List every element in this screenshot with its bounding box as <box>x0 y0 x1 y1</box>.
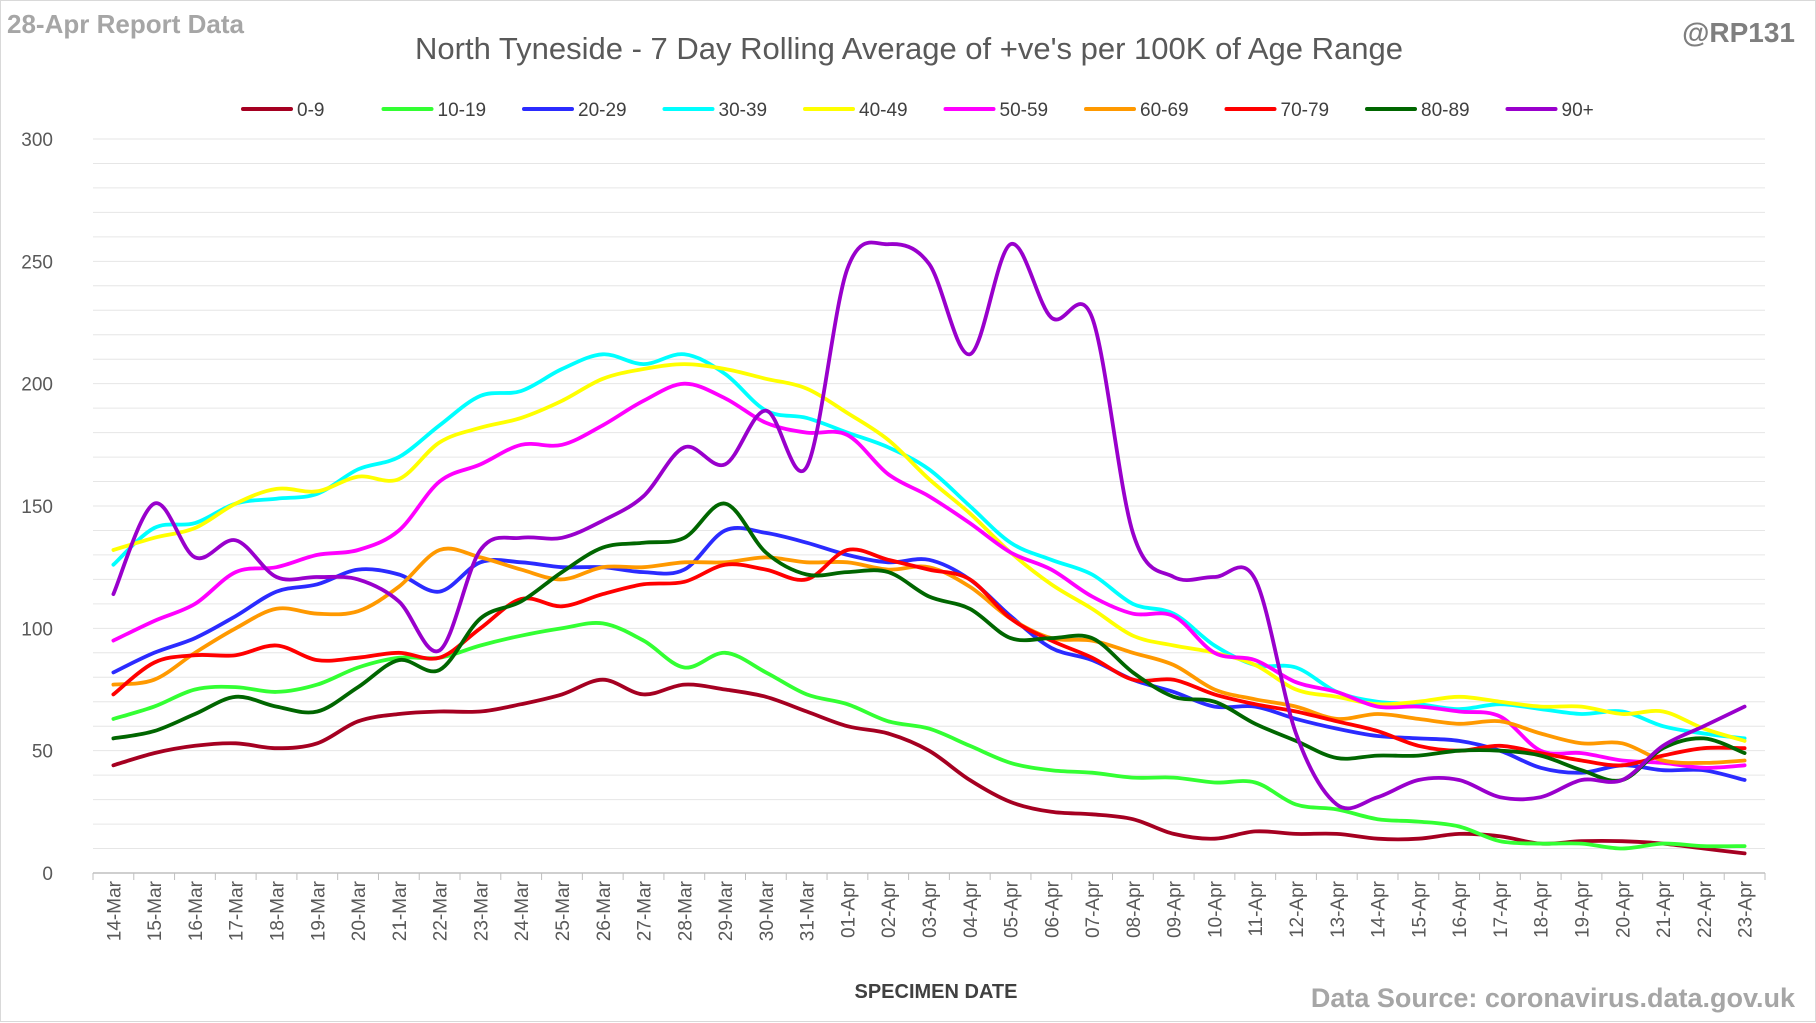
y-tick-label: 50 <box>32 742 53 763</box>
series-line-70-79 <box>111 547 1747 768</box>
legend-label: 10-19 <box>438 100 487 121</box>
legend-label: 40-49 <box>859 100 908 121</box>
x-tick-label: 12-Apr <box>1287 880 1308 938</box>
series-line-90+ <box>111 240 1747 811</box>
x-tick-label: 14-Apr <box>1369 880 1390 938</box>
x-tick-label: 22-Mar <box>431 880 452 941</box>
y-tick-label: 250 <box>21 252 53 273</box>
x-tick-label: 09-Apr <box>1165 880 1186 938</box>
chart-title: North Tyneside - 7 Day Rolling Average o… <box>415 31 1403 66</box>
series-line-40-49 <box>111 362 1747 743</box>
data-source-note: Data Source: coronavirus.data.gov.uk <box>1310 983 1795 1013</box>
x-tick-label: 26-Mar <box>594 880 615 941</box>
legend-label: 80-89 <box>1421 100 1470 121</box>
legend-label: 90+ <box>1562 100 1594 121</box>
x-tick-label: 16-Mar <box>186 880 207 941</box>
x-tick-label: 22-Apr <box>1695 880 1716 938</box>
x-tick-label: 19-Apr <box>1572 880 1593 938</box>
x-tick-label: 20-Apr <box>1613 880 1634 938</box>
series-line-20-29 <box>111 526 1747 782</box>
x-tick-label: 21-Apr <box>1654 880 1675 938</box>
legend: 0-9 10-19 20-29 30-39 40-49 50-59 60-69 70-79 80… <box>241 100 1594 121</box>
x-tick-label: 17-Mar <box>227 880 248 941</box>
x-tick-label: 16-Apr <box>1450 880 1471 938</box>
x-tick-label: 10-Apr <box>1205 880 1226 938</box>
x-tick-label: 06-Apr <box>1042 880 1063 938</box>
y-tick-label: 100 <box>21 619 53 640</box>
x-tick-label: 15-Apr <box>1409 880 1430 938</box>
x-tick-label: 31-Mar <box>798 880 819 941</box>
y-tick-label: 300 <box>21 130 53 151</box>
series-line-60-69 <box>111 546 1747 765</box>
x-tick-label: 30-Mar <box>757 880 778 941</box>
y-tick-label: 200 <box>21 375 53 396</box>
series-line-30-39 <box>111 352 1747 741</box>
legend-label: 30-39 <box>719 100 768 121</box>
axes: 0 50 100 150 200 250 300 14-Mar 15-Mar 16-Mar 17-M… <box>21 130 1766 941</box>
x-tick-label: 25-Mar <box>553 880 574 941</box>
legend-label: 50-59 <box>1000 100 1049 121</box>
series-lines <box>111 240 1747 856</box>
x-tick-label: 29-Mar <box>716 880 737 941</box>
x-tick-label: 24-Mar <box>512 880 533 941</box>
x-tick-label: 20-Mar <box>349 880 370 941</box>
legend-label: 0-9 <box>297 100 324 121</box>
x-tick-label: 13-Apr <box>1328 880 1349 938</box>
x-axis-title: SPECIMEN DATE <box>855 981 1018 1003</box>
x-tick-label: 03-Apr <box>920 880 941 938</box>
x-tick-label: 21-Mar <box>390 880 411 941</box>
y-tick-label: 0 <box>42 864 53 885</box>
x-tick-label: 11-Apr <box>1246 880 1267 936</box>
series-line-10-19 <box>111 621 1747 851</box>
author-handle: @RP131 <box>1682 17 1795 48</box>
grid-lines <box>93 138 1765 874</box>
series-line-80-89 <box>111 501 1747 783</box>
x-tick-label: 18-Apr <box>1532 880 1553 938</box>
x-tick-label: 08-Apr <box>1124 880 1145 938</box>
x-tick-label: 04-Apr <box>961 880 982 938</box>
report-date-label: 28-Apr Report Data <box>7 9 244 39</box>
x-tick-label: 14-Mar <box>104 880 125 941</box>
x-tick-label: 19-Mar <box>308 880 329 941</box>
x-tick-label: 28-Mar <box>675 880 696 941</box>
legend-label: 70-79 <box>1281 100 1330 121</box>
legend-label: 60-69 <box>1140 100 1189 121</box>
series-line-50-59 <box>111 381 1747 770</box>
x-tick-label: 07-Apr <box>1083 880 1104 938</box>
x-tick-label: 05-Apr <box>1002 880 1023 938</box>
x-tick-label: 15-Mar <box>145 880 166 941</box>
x-tick-label: 27-Mar <box>635 880 656 941</box>
x-tick-label: 23-Apr <box>1736 880 1757 938</box>
series-line-0-9 <box>111 677 1747 856</box>
x-tick-label: 18-Mar <box>268 880 289 941</box>
y-tick-label: 150 <box>21 497 53 518</box>
x-tick-label: 23-Mar <box>471 880 492 941</box>
x-tick-label: 01-Apr <box>838 880 859 938</box>
legend-label: 20-29 <box>578 100 627 121</box>
x-tick-label: 02-Apr <box>879 880 900 938</box>
x-tick-label: 17-Apr <box>1491 880 1512 938</box>
